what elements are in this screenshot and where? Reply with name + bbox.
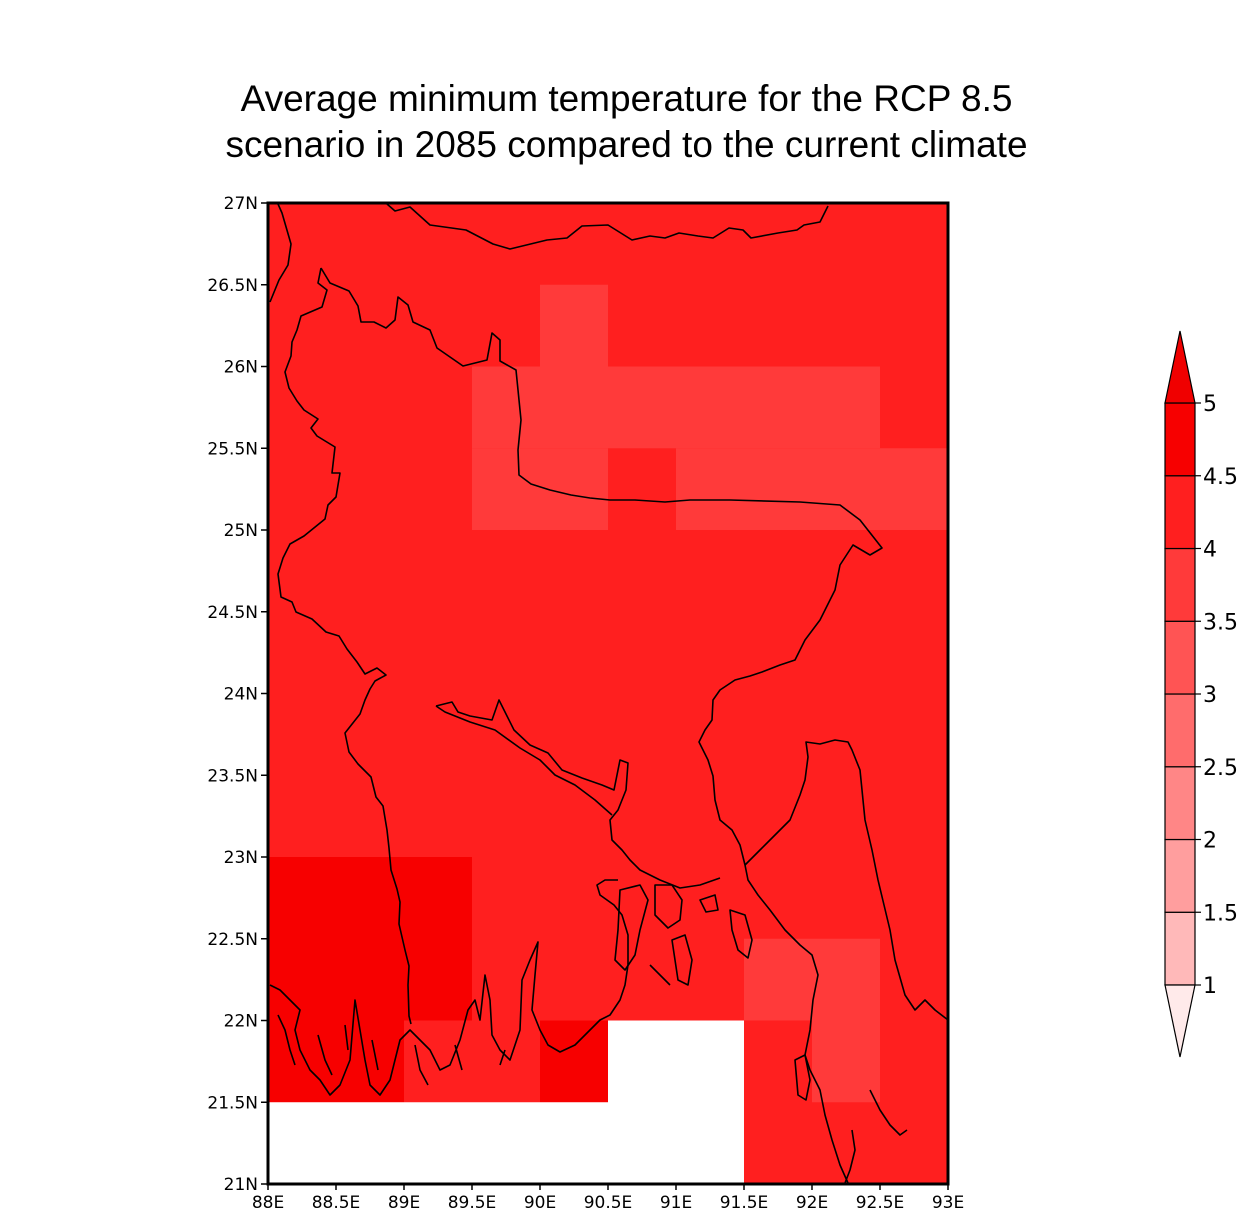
colorbar-label: 5 xyxy=(1203,392,1217,417)
northern-border xyxy=(269,203,829,303)
chittagong-coast xyxy=(744,864,908,1184)
colorbar-segment xyxy=(1164,620,1196,695)
x-tick-label: 91.5E xyxy=(720,1193,769,1213)
colorbar-segment xyxy=(1164,911,1196,986)
colorbar-upper-arrow xyxy=(1164,330,1196,404)
x-tick-label: 93E xyxy=(932,1193,964,1213)
colorbar-label: 3 xyxy=(1203,683,1217,708)
y-tick-label: 23.5N xyxy=(207,766,258,786)
x-tick-label: 92.5E xyxy=(856,1193,905,1213)
x-tick-label: 91E xyxy=(660,1193,692,1213)
y-tick-label: 26N xyxy=(224,358,258,378)
meghalaya-border xyxy=(320,267,883,866)
grid-cell-2 xyxy=(472,448,608,530)
delta-island-1 xyxy=(614,884,649,971)
x-tick-label: 88E xyxy=(252,1193,284,1213)
grid-cell-3 xyxy=(676,448,948,530)
padma-river xyxy=(435,699,721,889)
y-tick-label: 22.5N xyxy=(207,930,258,950)
grid-cells xyxy=(268,203,948,1184)
y-tick-label: 25.5N xyxy=(207,439,258,459)
colorbar-segment xyxy=(1164,547,1196,622)
y-tick-label: 25N xyxy=(224,521,258,541)
x-tick-label: 92E xyxy=(796,1193,828,1213)
grid-cell-4 xyxy=(268,857,472,1021)
delta-island-3 xyxy=(729,909,753,959)
delta-island-2 xyxy=(654,884,683,929)
x-tick-label: 90.5E xyxy=(584,1193,633,1213)
sundarbans-creeks xyxy=(277,964,671,1086)
map-title: Average minimum temperature for the RCP … xyxy=(0,76,1253,168)
colorbar-segment xyxy=(1164,838,1196,913)
delta-island-5 xyxy=(671,934,693,986)
y-tick-label: 26.5N xyxy=(207,276,258,296)
colorbar-label: 4 xyxy=(1203,538,1217,563)
grid-cell-8 xyxy=(812,1020,880,1103)
y-tick-label: 21N xyxy=(224,1175,258,1195)
map-axes: 21N 21.5N 22N 22.5N 23N 23.5N 24N 24.5N 25N 25.5N… xyxy=(207,194,964,1213)
y-tick-label: 23N xyxy=(224,848,258,868)
y-tick-label: 22N xyxy=(224,1012,258,1032)
colorbar: 1 1.5 2 2.5 3 3.5 4 4.5 5 xyxy=(1164,330,1238,1058)
colorbar-label: 1 xyxy=(1203,974,1217,999)
x-tick-label: 88.5E xyxy=(312,1193,361,1213)
map-title-line1: Average minimum temperature for the RCP … xyxy=(240,78,1013,119)
colorbar-label: 1.5 xyxy=(1203,901,1238,926)
southern-coast xyxy=(269,879,629,1096)
x-tick-label: 90E xyxy=(524,1193,556,1213)
grid-cell-1 xyxy=(472,366,880,449)
western-border xyxy=(277,267,412,1025)
x-tick-label: 89.5E xyxy=(448,1193,497,1213)
y-tick-label: 24N xyxy=(224,685,258,705)
colorbar-label: 4.5 xyxy=(1203,465,1238,490)
grid-cell-6 xyxy=(540,1020,608,1103)
colorbar-label: 3.5 xyxy=(1203,610,1238,635)
eastern-border xyxy=(744,739,949,1021)
map-title-line2: scenario in 2085 compared to the current… xyxy=(225,124,1028,165)
grid-cell-10 xyxy=(268,1102,744,1184)
colorbar-segment xyxy=(1164,766,1196,841)
y-tick-label: 24.5N xyxy=(207,603,258,623)
colorbar-segment xyxy=(1164,693,1196,768)
coastline xyxy=(269,203,949,1184)
x-tick-label: 89E xyxy=(388,1193,420,1213)
colorbar-label: 2 xyxy=(1203,829,1217,854)
grid-cell-0 xyxy=(540,284,608,367)
colorbar-segment xyxy=(1164,475,1196,550)
colorbar-segment xyxy=(1164,402,1196,477)
delta-island-4 xyxy=(699,894,719,913)
colorbar-lower-arrow xyxy=(1164,984,1196,1058)
y-tick-label: 21.5N xyxy=(207,1093,258,1113)
colorbar-label: 2.5 xyxy=(1203,756,1238,781)
sandwip-island xyxy=(794,1054,811,1101)
y-tick-label: 27N xyxy=(224,194,258,214)
